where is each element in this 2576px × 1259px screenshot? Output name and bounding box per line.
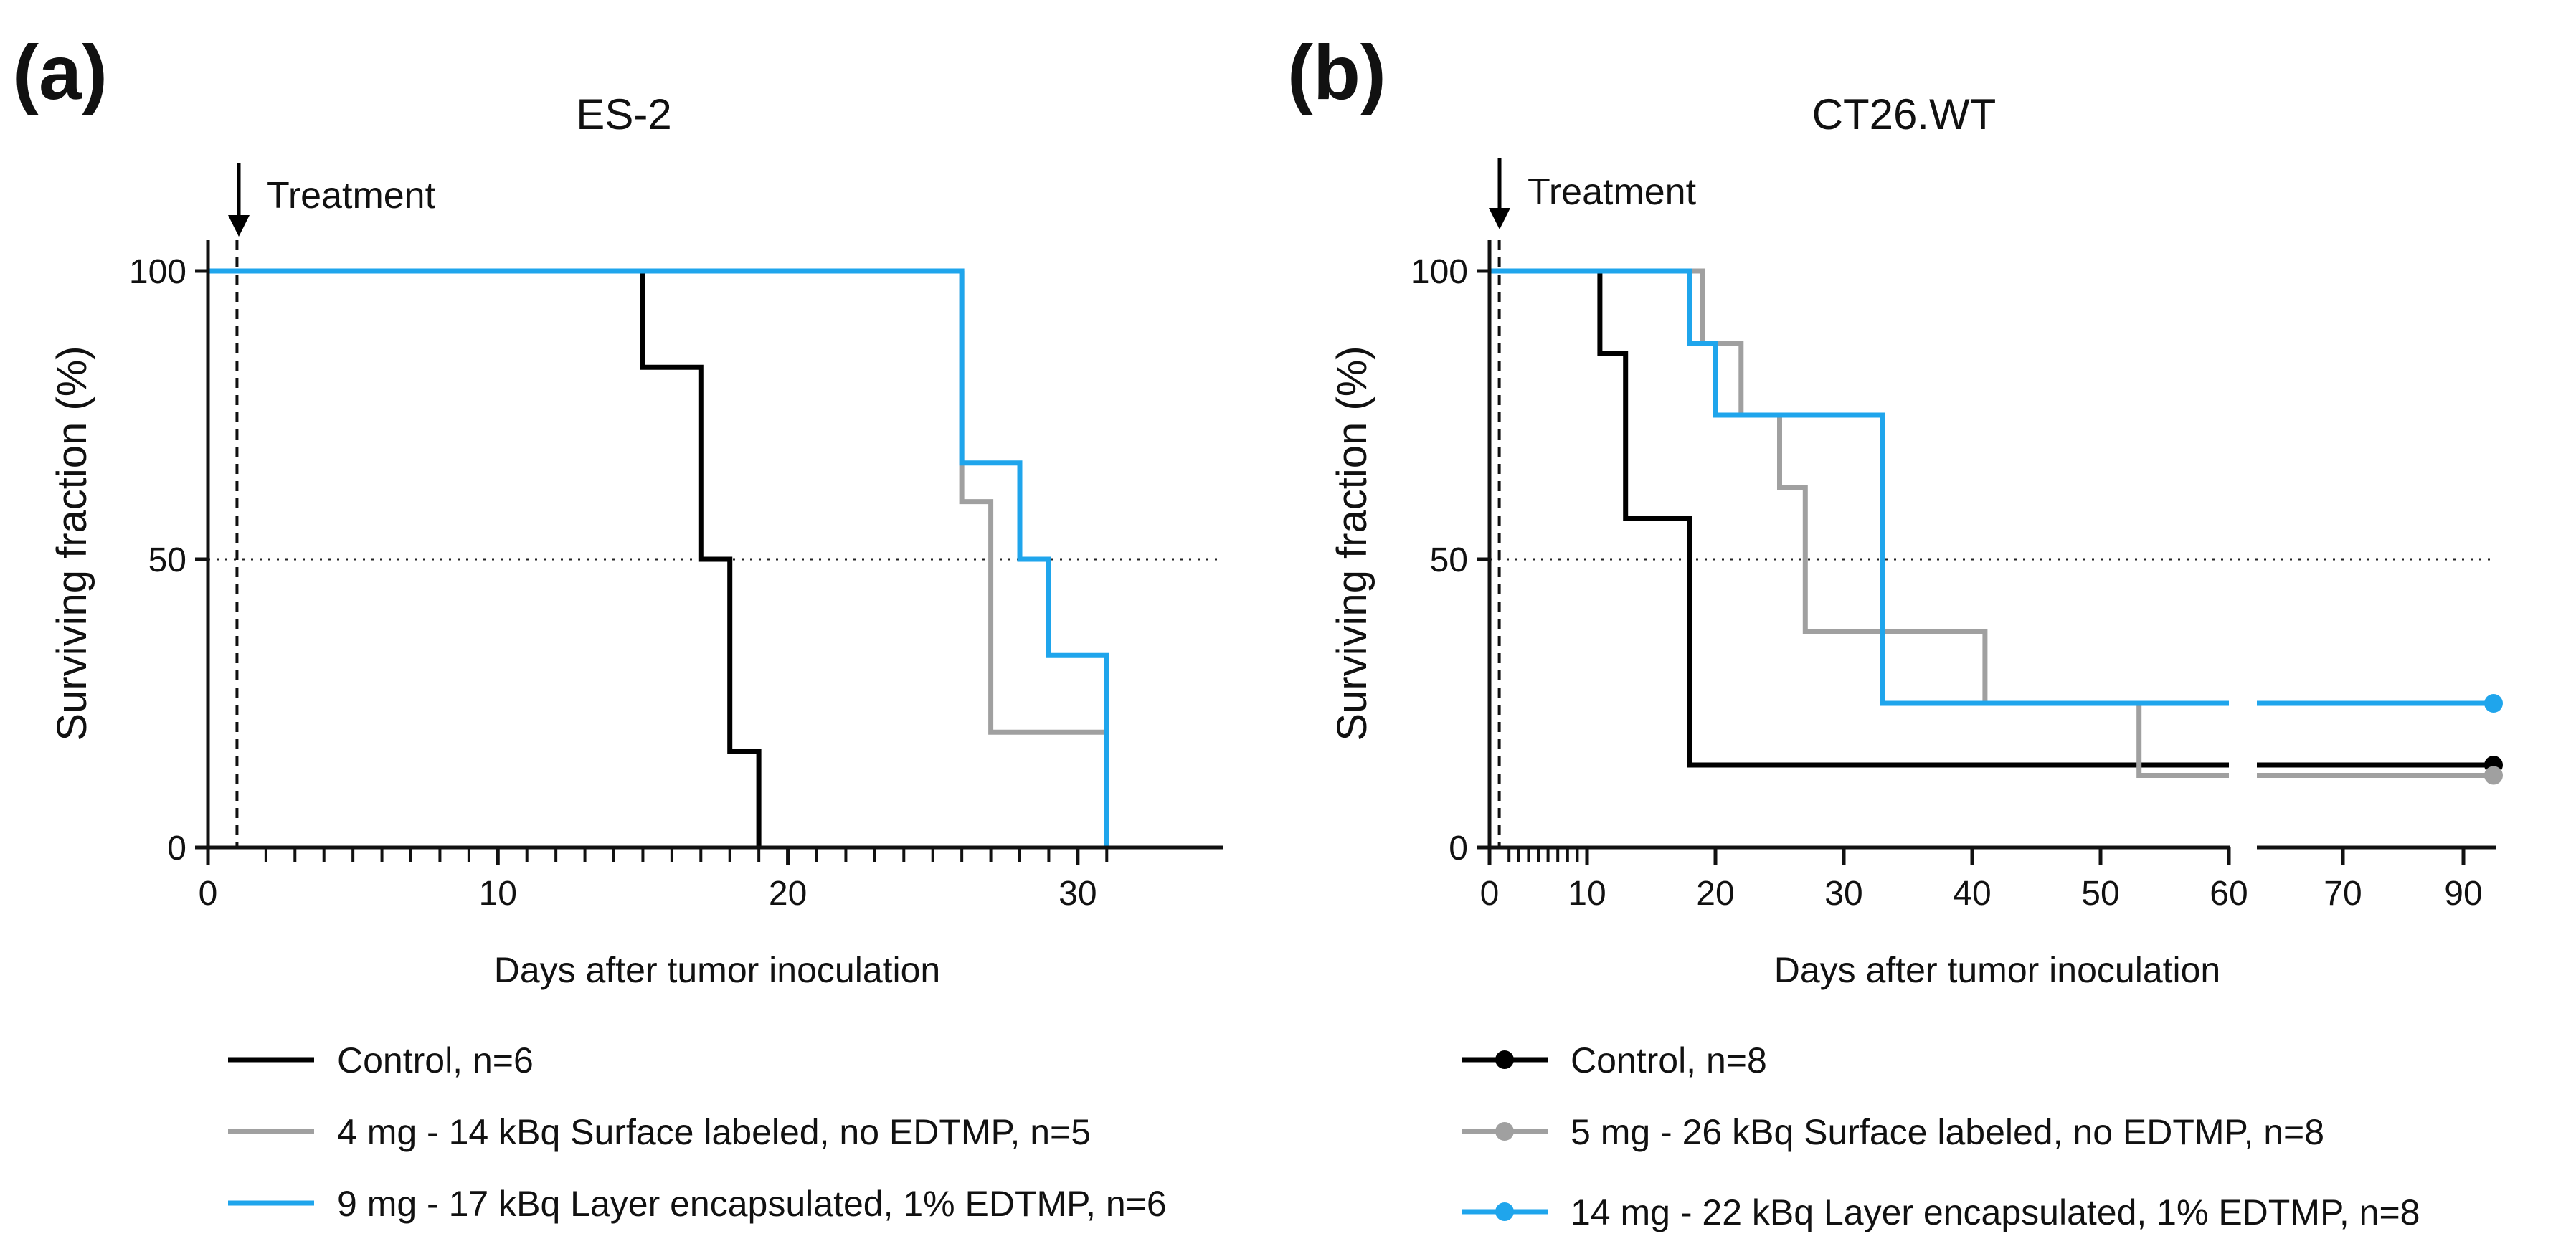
legend-item-layer-encapsulated: 14 mg - 22 kBq Layer encapsulated, 1% ED… <box>1462 1192 2420 1232</box>
legend-marker-control <box>1495 1050 1514 1069</box>
x-tick-label-30: 30 <box>1824 875 1862 913</box>
end-marker-14-mg-22-kbq-layer-encapsulated-1-edtmp- <box>2484 694 2503 713</box>
legend-marker-surface-labeled <box>1495 1122 1514 1141</box>
x-tick-label-70: 70 <box>2324 875 2362 913</box>
x-tick-label-0: 0 <box>1480 875 1500 913</box>
legend-label-control: Control, n=6 <box>337 1040 534 1080</box>
x-tick-label-50: 50 <box>2081 875 2119 913</box>
panel-b: (b) CT26.WT Treatment 0 50 100 0 10 20 30 40 50 6… <box>1287 29 2503 1232</box>
panel-b-x-label: Days after tumor inoculation <box>1774 950 2221 990</box>
treatment-label: Treatment <box>267 175 436 217</box>
y-tick-label-50: 50 <box>148 541 186 579</box>
panel-a-letter: (a) <box>13 29 108 115</box>
x-tick-label-40: 40 <box>1953 875 1991 913</box>
legend-item-layer-encapsulated: 9 mg - 17 kBq Layer encapsulated, 1% EDT… <box>228 1184 1167 1224</box>
x-tick-label-30: 30 <box>1059 875 1097 913</box>
x-tick-label-10: 10 <box>1568 875 1606 913</box>
treatment-arrow-icon <box>1489 208 1510 229</box>
panel-a: (a) ES-2 Treatment 0 50 100 0 10 20 30 Days af… <box>13 29 1223 1224</box>
legend-label-surface-labeled: 4 mg - 14 kBq Surface labeled, no EDTMP,… <box>337 1112 1091 1152</box>
legend-item-control: Control, n=6 <box>228 1040 534 1080</box>
y-tick-label-100: 100 <box>1411 253 1468 291</box>
panel-a-treatment-annotation: Treatment <box>228 163 436 237</box>
x-tick-label-20: 20 <box>769 875 807 913</box>
treatment-label: Treatment <box>1528 171 1697 213</box>
treatment-arrow-icon <box>228 215 250 237</box>
legend-item-surface-labeled: 4 mg - 14 kBq Surface labeled, no EDTMP,… <box>228 1112 1091 1152</box>
x-tick-label-0: 0 <box>199 875 218 913</box>
panel-a-x-label: Days after tumor inoculation <box>494 950 941 990</box>
panel-a-y-label: Surviving fraction (%) <box>49 346 95 741</box>
series-control-n-8 <box>1490 268 2503 775</box>
panel-a-title: ES-2 <box>576 90 671 138</box>
legend-marker-layer-encapsulated <box>1495 1202 1514 1221</box>
x-tick-label-60: 60 <box>2210 875 2248 913</box>
panel-a-ticks: 0 50 100 0 10 20 30 <box>129 253 1109 913</box>
panel-b-ticks: 0 50 100 0 10 20 30 40 50 60 70 90 <box>1411 253 2483 913</box>
panel-b-letter: (b) <box>1287 29 1386 115</box>
y-tick-label-0: 0 <box>167 830 186 868</box>
series-5-mg-26-kbq-surface-labeled-no-edtmp-n-8 <box>1490 268 2503 785</box>
x-tick-label-20: 20 <box>1696 875 1734 913</box>
y-tick-label-100: 100 <box>129 253 186 291</box>
survival-curve-14-mg-22-kbq-layer-encapsulated-1-edtmp--seg0 <box>1490 268 2229 706</box>
x-tick-label-10: 10 <box>479 875 517 913</box>
panel-b-y-label: Surviving fraction (%) <box>1329 346 1375 741</box>
panel-a-legend: Control, n=6 4 mg - 14 kBq Surface label… <box>228 1040 1167 1224</box>
legend-label-surface-labeled: 5 mg - 26 kBq Surface labeled, no EDTMP,… <box>1571 1112 2324 1152</box>
legend-label-layer-encapsulated: 9 mg - 17 kBq Layer encapsulated, 1% EDT… <box>337 1184 1167 1224</box>
series-control-n-6 <box>208 268 762 847</box>
panel-b-title: CT26.WT <box>1812 90 1997 138</box>
legend-item-surface-labeled: 5 mg - 26 kBq Surface labeled, no EDTMP,… <box>1462 1112 2324 1152</box>
survival-curve-9-mg-17-kbq-layer-encapsulated-1-edtmp-n-seg0 <box>208 268 1109 847</box>
panel-a-series <box>208 268 1109 847</box>
y-tick-label-50: 50 <box>1430 541 1468 579</box>
y-tick-label-0: 0 <box>1449 830 1468 868</box>
panel-b-treatment-annotation: Treatment <box>1489 158 1697 229</box>
survival-curve-control-n-6-seg0 <box>208 268 762 847</box>
x-tick-label-90: 90 <box>2444 875 2482 913</box>
panel-b-legend: Control, n=8 5 mg - 26 kBq Surface label… <box>1462 1040 2420 1232</box>
legend-item-control: Control, n=8 <box>1462 1040 1767 1080</box>
legend-label-layer-encapsulated: 14 mg - 22 kBq Layer encapsulated, 1% ED… <box>1571 1192 2420 1232</box>
survival-curve-control-n-8-seg0 <box>1490 268 2229 768</box>
series-9-mg-17-kbq-layer-encapsulated-1-edtmp-n <box>208 268 1109 847</box>
panel-b-series <box>1490 268 2503 785</box>
end-marker-5-mg-26-kbq-surface-labeled-no-edtmp-n-8 <box>2484 766 2503 785</box>
series-14-mg-22-kbq-layer-encapsulated-1-edtmp- <box>1490 268 2503 713</box>
legend-label-control: Control, n=8 <box>1571 1040 1767 1080</box>
